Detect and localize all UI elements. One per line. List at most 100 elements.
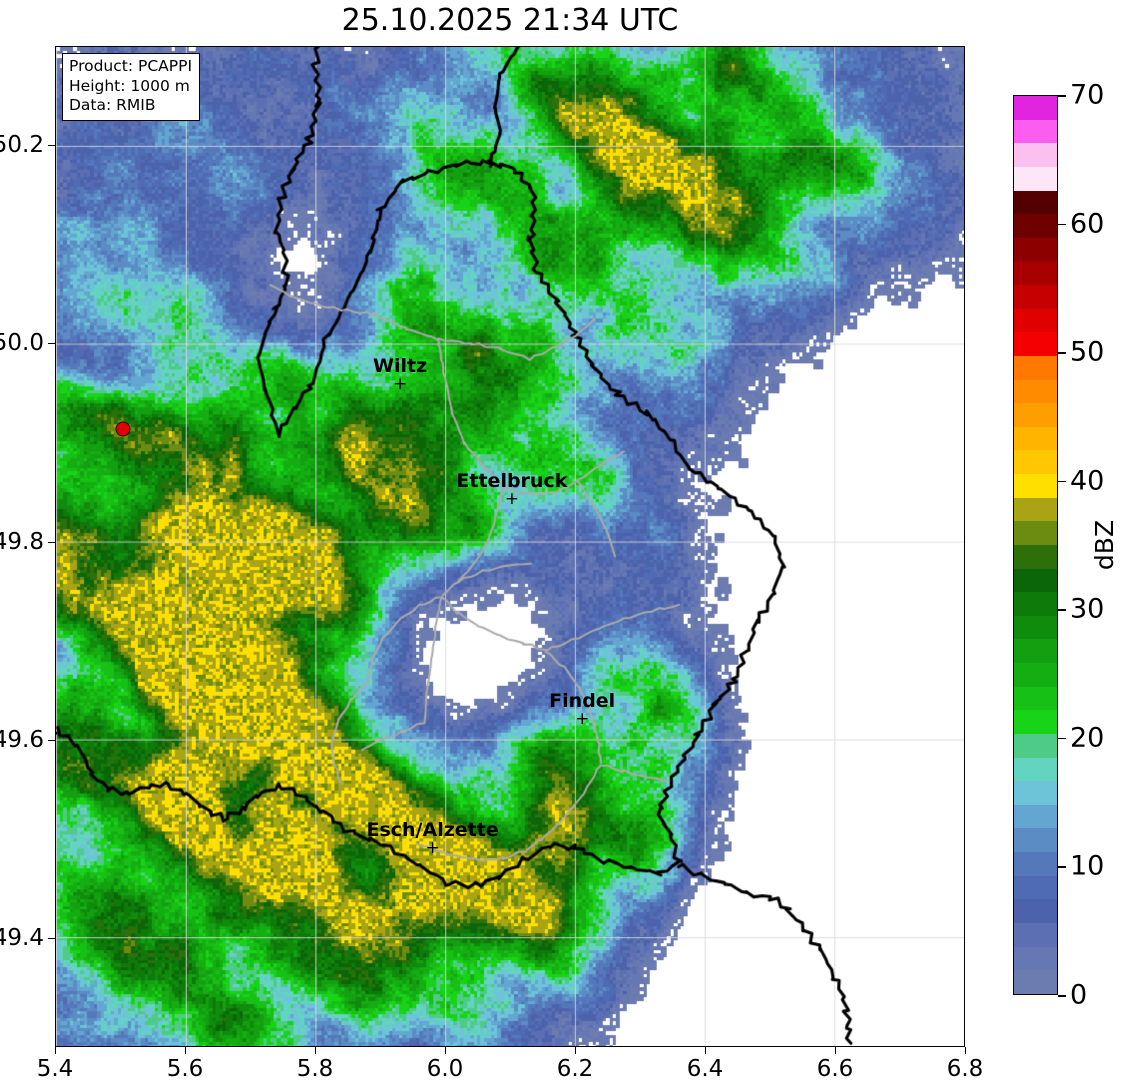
x-axis-label: 5.6 [166, 1056, 204, 1082]
page-title: 25.10.2025 21:34 UTC [341, 3, 679, 38]
colorbar-tick [1058, 995, 1066, 997]
city-marker-icon: + [392, 374, 408, 394]
colorbar-band [1014, 237, 1057, 262]
colorbar-band [1014, 946, 1057, 971]
colorbar-tick [1058, 866, 1066, 868]
colorbar-band [1014, 166, 1057, 191]
y-axis-label: 50.0 [0, 330, 44, 357]
x-axis-label: 6.2 [556, 1056, 594, 1082]
colorbar-band [1014, 592, 1057, 616]
colorbar-band [1014, 261, 1057, 285]
x-axis-tick [835, 1047, 836, 1054]
radar-site-marker-icon [115, 421, 131, 437]
colorbar-band [1014, 379, 1057, 404]
x-axis-tick [705, 1047, 706, 1054]
colorbar-band [1014, 355, 1057, 380]
colorbar-band [1014, 733, 1057, 758]
colorbar-band [1014, 686, 1057, 711]
colorbar-label: 30 [1070, 593, 1105, 625]
radar-plot-area[interactable] [55, 46, 965, 1047]
info-height-line: Height: 1000 m [69, 76, 190, 95]
city-name: Findel [549, 690, 616, 712]
x-axis-tick [55, 1047, 56, 1054]
colorbar-label: 10 [1070, 850, 1105, 882]
city-label-esch-alzette: Esch/Alzette + [366, 818, 499, 858]
colorbar-title: dBZ [1090, 519, 1119, 571]
city-label-wiltz: Wiltz + [373, 355, 428, 394]
colorbar-band [1014, 474, 1057, 498]
colorbar-band [1014, 96, 1057, 120]
colorbar-band [1014, 450, 1057, 474]
city-name: Ettelbruck [456, 470, 568, 492]
colorbar-band [1014, 308, 1057, 333]
x-axis-label: 5.4 [36, 1056, 74, 1082]
colorbar-tick [1058, 223, 1066, 226]
colorbar-band [1014, 332, 1057, 356]
x-axis-tick [965, 1047, 966, 1054]
colorbar-band [1014, 804, 1057, 829]
colorbar-band [1014, 663, 1057, 687]
x-axis-label: 6.4 [686, 1056, 724, 1082]
city-label-findel: Findel + [549, 690, 616, 729]
y-axis-tick [48, 145, 55, 147]
colorbar-label: 60 [1070, 208, 1105, 240]
colorbar-band [1014, 828, 1057, 852]
colorbar-band [1014, 639, 1057, 663]
colorbar-band [1014, 403, 1057, 427]
x-axis-tick [315, 1047, 316, 1054]
colorbar-band [1014, 497, 1057, 522]
colorbar-label: 70 [1070, 79, 1105, 111]
colorbar-band [1014, 119, 1057, 144]
x-axis-label: 6.0 [426, 1056, 464, 1082]
x-axis-tick [185, 1047, 186, 1054]
city-marker-icon: + [504, 489, 520, 509]
colorbar-band [1014, 285, 1057, 309]
city-marker-icon: + [575, 709, 590, 729]
colorbar-label: 40 [1070, 465, 1105, 497]
colorbar-band [1014, 970, 1057, 994]
colorbar-band [1014, 757, 1057, 782]
colorbar-band [1014, 521, 1057, 545]
colorbar-label: 0 [1070, 979, 1088, 1011]
x-axis-tick [575, 1047, 576, 1054]
info-data-line: Data: RMIB [69, 96, 156, 114]
colorbar-band [1014, 875, 1057, 900]
city-marker-icon: + [425, 837, 440, 858]
x-axis-label: 6.8 [946, 1056, 984, 1082]
colorbar-band [1014, 190, 1057, 215]
colorbar-band [1014, 568, 1057, 593]
y-axis-tick [48, 541, 55, 543]
city-name: Wiltz [373, 355, 428, 377]
colorbar-band [1014, 852, 1057, 876]
y-axis-tick [48, 938, 55, 939]
colorbar-band [1014, 899, 1057, 923]
y-axis-tick [48, 343, 55, 345]
product-info-box: Product: PCAPPI Height: 1000 m Data: RMI… [62, 53, 201, 121]
city-label-ettelbruck: Ettelbruck + [456, 470, 568, 509]
colorbar-tick [1058, 95, 1066, 97]
y-axis-label: 49.6 [0, 726, 44, 753]
colorbar [1013, 95, 1058, 995]
colorbar-band [1014, 214, 1057, 238]
x-axis-label: 6.6 [816, 1056, 854, 1082]
colorbar-label: 50 [1070, 336, 1105, 368]
y-axis-label: 50.2 [0, 132, 44, 159]
colorbar-band [1014, 710, 1057, 734]
colorbar-label: 20 [1070, 722, 1105, 754]
colorbar-band [1014, 426, 1057, 451]
map-vector-overlay-layer [56, 47, 964, 1046]
y-axis-label: 49.4 [0, 925, 44, 951]
x-axis-tick [445, 1047, 446, 1054]
x-axis-label: 5.8 [296, 1056, 334, 1082]
y-axis-label: 49.8 [0, 528, 44, 555]
colorbar-tick [1058, 480, 1066, 483]
y-axis-tick [48, 739, 55, 741]
colorbar-tick [1058, 609, 1066, 611]
colorbar-band [1014, 922, 1057, 947]
colorbar-tick [1058, 737, 1066, 740]
info-product-line: Product: PCAPPI [69, 57, 193, 75]
colorbar-tick [1058, 352, 1066, 354]
city-name: Esch/Alzette [366, 818, 499, 841]
colorbar-band [1014, 143, 1057, 167]
